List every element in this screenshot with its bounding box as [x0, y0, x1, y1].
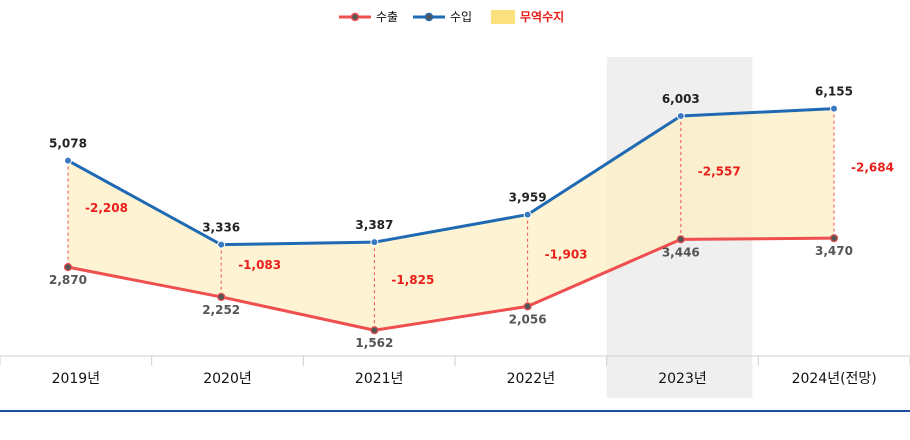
x-tick-label: 2020년: [203, 371, 252, 387]
export-point[interactable]: [523, 302, 532, 311]
import-value-label: 6,155: [815, 85, 853, 99]
import-point[interactable]: [523, 210, 532, 219]
legend: 수출 수입 무역수지: [339, 9, 564, 24]
legend-item-balance[interactable]: 무역수지: [491, 9, 564, 24]
export-point[interactable]: [63, 263, 73, 272]
balance-dashes: [67, 108, 835, 331]
export-point[interactable]: [217, 292, 226, 302]
balance-value-label: -1,825: [391, 273, 434, 287]
export-value-label: 2,252: [202, 303, 240, 317]
import-value-label: 3,387: [355, 218, 393, 232]
export-value-label: 2,870: [49, 273, 87, 287]
export-value-label: 1,562: [355, 336, 393, 350]
data-labels: 5,078 3,336 3,387 3,959 6,003 6,155 2,870 2,252…: [49, 85, 894, 351]
x-tick-label: 2024년(전망): [792, 371, 877, 387]
x-tick-label: 2021년: [355, 371, 404, 387]
balance-area: [68, 108, 834, 331]
x-axis-labels: 2019년 2020년 2021년 2022년 2023년 2024년(전망): [52, 371, 877, 387]
import-value-label: 3,336: [202, 221, 240, 235]
legend-label-import: 수입: [450, 10, 472, 24]
balance-value-label: -1,083: [238, 258, 281, 272]
x-tick-label: 2019년: [52, 371, 101, 387]
series-line-export: [67, 236, 835, 332]
legend-item-import[interactable]: 수입: [413, 10, 472, 24]
export-value-label: 2,056: [509, 312, 547, 326]
balance-value-label: -1,903: [545, 247, 588, 261]
export-value-label: 3,470: [815, 244, 853, 258]
import-value-label: 3,959: [509, 191, 547, 205]
import-point[interactable]: [676, 111, 685, 120]
legend-label-balance: 무역수지: [520, 9, 564, 24]
x-tick-label: 2023년: [658, 371, 707, 387]
export-value-label: 3,446: [662, 245, 700, 259]
export-point[interactable]: [676, 235, 685, 244]
legend-item-export[interactable]: 수출: [339, 10, 398, 24]
import-point[interactable]: [830, 104, 838, 113]
export-point[interactable]: [370, 326, 379, 335]
balance-value-label: -2,684: [851, 160, 894, 174]
x-tick-label: 2022년: [507, 371, 556, 387]
import-point[interactable]: [370, 238, 379, 247]
series-line-import: [67, 107, 835, 247]
balance-value-label: -2,557: [698, 165, 741, 179]
legend-label-export: 수출: [376, 10, 398, 24]
x-axis-separators: [0, 356, 910, 366]
export-point[interactable]: [829, 234, 839, 243]
import-value-label: 6,003: [662, 92, 700, 106]
import-value-label: 5,078: [49, 137, 87, 151]
balance-value-label: -2,208: [85, 201, 128, 215]
import-point[interactable]: [64, 156, 72, 165]
import-point[interactable]: [217, 240, 226, 249]
data-points: [63, 104, 839, 335]
